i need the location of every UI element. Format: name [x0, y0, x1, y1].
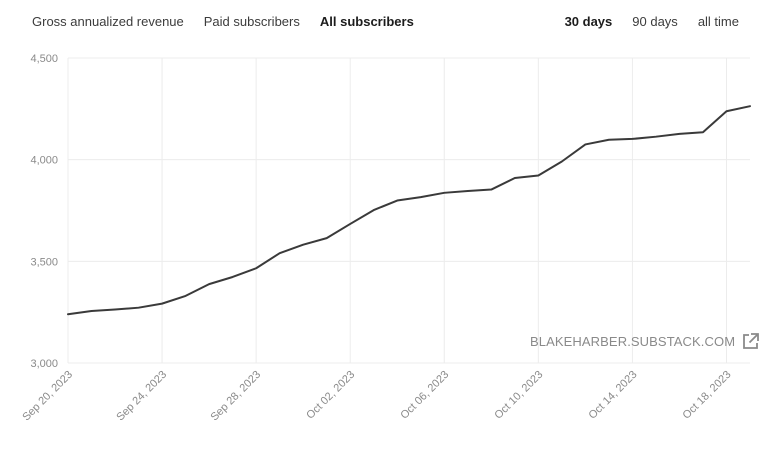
x-tick-label: Oct 18, 2023: [681, 369, 734, 422]
x-tick-label: Sep 20, 2023: [20, 369, 75, 424]
y-axis-labels: 3,000 3,500 4,000 4,500: [30, 53, 58, 370]
substack-link[interactable]: BLAKEHARBER.SUBSTACK.COM: [530, 332, 759, 351]
tab-90-days[interactable]: 90 days: [632, 14, 678, 29]
x-tick-label: Sep 28, 2023: [208, 369, 263, 424]
x-tick-label: Oct 02, 2023: [304, 369, 357, 422]
metric-tabs: Gross annualized revenue Paid subscriber…: [32, 12, 414, 31]
tab-30-days[interactable]: 30 days: [564, 14, 613, 29]
tab-all-time[interactable]: all time: [697, 14, 739, 29]
range-tabs: 30 days 90 days all time: [565, 12, 739, 31]
external-link-icon: [741, 332, 759, 351]
series-line: [67, 105, 751, 316]
tab-all-subscribers[interactable]: All subscribers: [319, 14, 414, 29]
x-tick-label: Oct 06, 2023: [398, 369, 451, 422]
watermark-text: BLAKEHARBER.SUBSTACK.COM: [530, 334, 736, 349]
y-tick-label: 3,500: [30, 256, 58, 268]
x-tick-label: Oct 14, 2023: [587, 369, 640, 422]
y-tick-label: 4,500: [30, 53, 58, 65]
x-tick-label: Oct 10, 2023: [492, 369, 545, 422]
x-tick-label: Sep 24, 2023: [114, 369, 169, 424]
x-axis-labels: Sep 20, 2023 Sep 24, 2023 Sep 28, 2023 Oct …: [20, 369, 733, 424]
grid: [67, 57, 750, 364]
tab-gross-annualized-revenue[interactable]: Gross annualized revenue: [32, 14, 184, 29]
y-tick-label: 4,000: [30, 155, 58, 167]
y-tick-label: 3,000: [30, 358, 58, 370]
tab-paid-subscribers[interactable]: Paid subscribers: [203, 14, 300, 29]
